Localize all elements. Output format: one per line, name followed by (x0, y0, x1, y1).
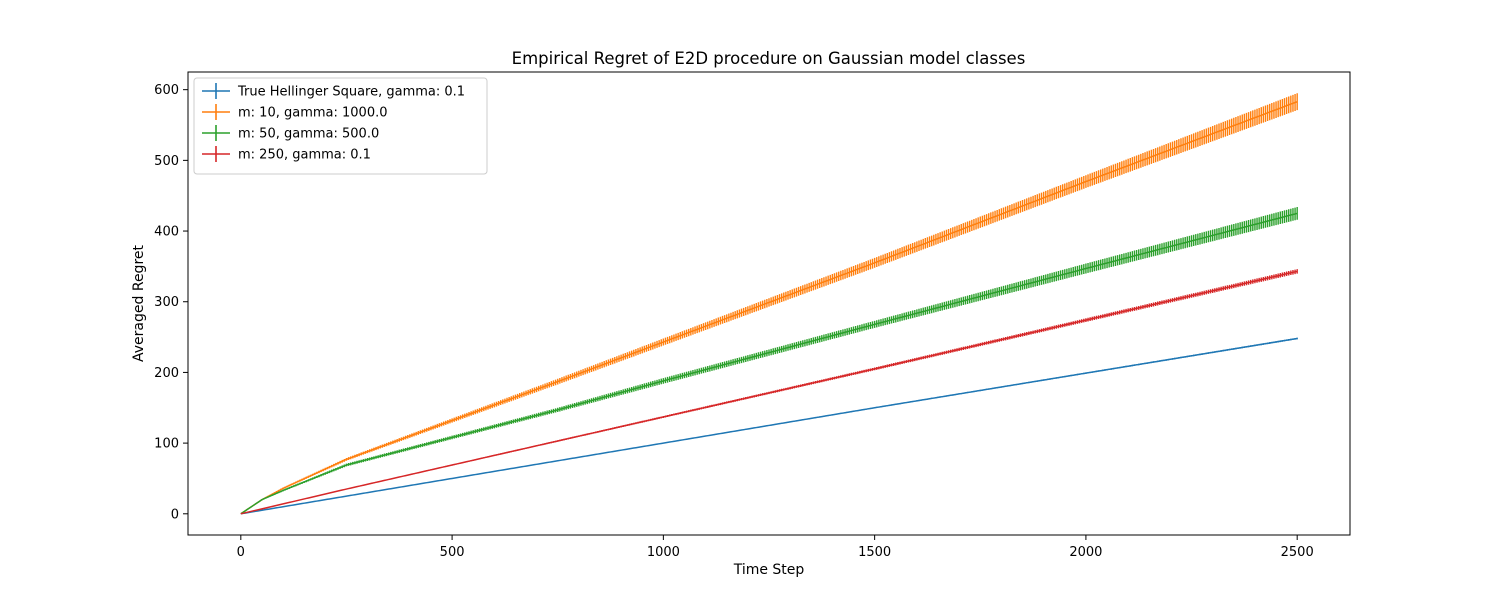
x-tick-label: 1500 (858, 545, 891, 560)
y-tick-label: 100 (154, 437, 179, 452)
x-tick-label: 0 (237, 545, 245, 560)
series-error-bars (242, 207, 1298, 513)
legend-label: m: 10, gamma: 1000.0 (238, 106, 388, 121)
legend-entry: m: 50, gamma: 500.0 (202, 125, 379, 142)
y-tick-label: 300 (154, 295, 179, 310)
x-tick-label: 500 (440, 545, 465, 560)
series-line (240, 212, 1298, 515)
legend-label: True Hellinger Square, gamma: 0.1 (237, 85, 465, 100)
axes-frame (187, 71, 1351, 536)
series-line (240, 270, 1298, 515)
legend-box (193, 77, 488, 175)
series-1 (240, 93, 1298, 515)
series-2 (240, 207, 1298, 515)
series-line (240, 337, 1298, 515)
y-axis: 0 100 200 300 400 500 600 (154, 83, 188, 522)
series-line (240, 100, 1298, 515)
legend-label: m: 250, gamma: 0.1 (238, 148, 371, 163)
y-tick-label: 200 (154, 366, 179, 381)
x-axis: 0 500 1000 1500 2000 2500 (237, 535, 1314, 560)
x-tick-label: 1000 (647, 545, 680, 560)
y-tick-label: 400 (154, 225, 179, 240)
series-0 (240, 337, 1298, 515)
legend-entry: m: 250, gamma: 0.1 (202, 146, 371, 163)
series-3 (240, 269, 1298, 515)
x-tick-label: 2000 (1069, 545, 1102, 560)
x-axis-label: Time Step (733, 562, 805, 578)
legend: True Hellinger Square, gamma: 0.1 m: 10, … (193, 77, 488, 175)
y-tick-label: 600 (154, 83, 179, 98)
plot-area (240, 93, 1298, 515)
legend-entry: True Hellinger Square, gamma: 0.1 (202, 83, 465, 100)
x-tick-label: 2500 (1281, 545, 1314, 560)
legend-entry: m: 10, gamma: 1000.0 (202, 104, 388, 121)
y-tick-label: 0 (171, 507, 179, 522)
chart-title: Empirical Regret of E2D procedure on Gau… (512, 49, 1026, 68)
legend-label: m: 50, gamma: 500.0 (238, 127, 379, 142)
y-axis-label: Averaged Regret (131, 245, 147, 362)
y-tick-label: 500 (154, 154, 179, 169)
